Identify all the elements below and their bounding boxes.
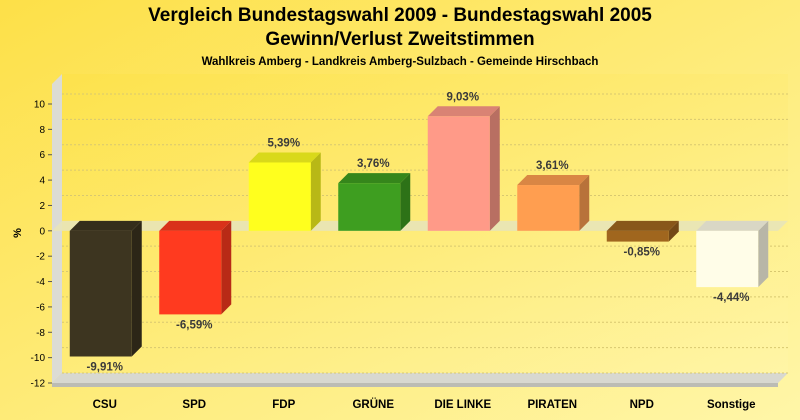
x-tick-label: NPD [630,399,654,411]
bar-spd [159,220,232,315]
x-tick-label: CSU [93,399,117,411]
y-axis-label: % [12,228,24,238]
bar-top [338,173,411,184]
bar-top [427,106,500,117]
y-tick-label: -6 [36,302,45,313]
y-tick-label: 2 [39,201,45,212]
bar-side [310,152,321,231]
x-axis-labels: CSU SPD FDP GRÜNE DIE LINKE PIRATEN NPD Sonstig… [93,398,756,411]
bar-die-linke [427,106,500,231]
y-tick-label: -4 [36,277,45,288]
data-label: 3,61% [536,160,569,172]
chart-subtitle: Wahlkreis Amberg - Landkreis Amberg-Sulz… [202,56,599,68]
bar-piraten [517,175,590,231]
y-tick-label: 4 [39,176,45,187]
bar-top [248,152,321,163]
x-tick-label: GRÜNE [352,398,394,411]
chart-title-line2: Gewinn/Verlust Zweitstimmen [265,29,534,50]
y-tick-label: 6 [39,150,45,161]
bar-fdp [248,152,321,231]
data-label: 9,03% [446,91,479,103]
x-tick-label: FDP [272,399,295,411]
data-label: 5,39% [267,137,300,149]
y-tick-label: 0 [39,226,45,237]
plot-floor [52,373,788,383]
x-tick-label: PIRATEN [527,399,577,411]
x-tick-label: SPD [182,399,206,411]
bar-side [400,173,411,231]
y-tick-label: -10 [31,353,46,364]
bar-top [606,220,679,231]
bar-side [758,220,769,288]
bar-grüne [338,173,411,231]
bar-top [69,220,142,231]
bar-side [489,106,500,231]
chart-title: Vergleich Bundestagswahl 2009 - Bundesta… [148,5,652,26]
data-label: -9,91% [87,361,123,373]
x-tick-label: Sonstige [707,399,756,411]
data-labels: -9,91% -6,59% 5,39% 3,76% 9,03% 3,61% -0,85% -4… [87,91,750,373]
bar-front [696,230,759,288]
bar-front [517,185,580,231]
bar-side [579,175,590,231]
bar-csu [69,220,142,357]
data-label: -0,85% [624,247,660,259]
x-tick-label: DIE LINKE [434,399,491,411]
bars [69,106,769,357]
bar-front [338,183,401,231]
bar-front [69,230,132,357]
bar-front [606,230,669,242]
bar-side [668,220,679,242]
data-label: 3,76% [357,158,390,170]
bar-front [159,230,222,315]
bar-sonstige [696,220,769,288]
bar-npd [606,220,679,242]
bar-top [696,220,769,231]
y-tick-label: -2 [36,252,45,263]
data-label: -4,44% [713,292,749,304]
zero-plane [52,220,788,231]
y-tick-label: 8 [39,125,45,136]
y-tick-label: -8 [36,328,45,339]
plot-floor-edge [52,383,778,387]
y-axis-ticks: 10 8 6 4 2 0 -2 -4 -6 -8 -10 -12 [31,100,52,390]
bar-front [427,116,490,231]
bar-side [221,220,232,315]
y-tick-label: -12 [31,379,46,390]
bar-side [131,220,142,357]
bar-front [248,162,311,231]
bar-top [517,175,590,186]
bar-top [159,220,232,231]
data-label: -6,59% [176,319,212,331]
y-tick-label: 10 [34,100,46,111]
